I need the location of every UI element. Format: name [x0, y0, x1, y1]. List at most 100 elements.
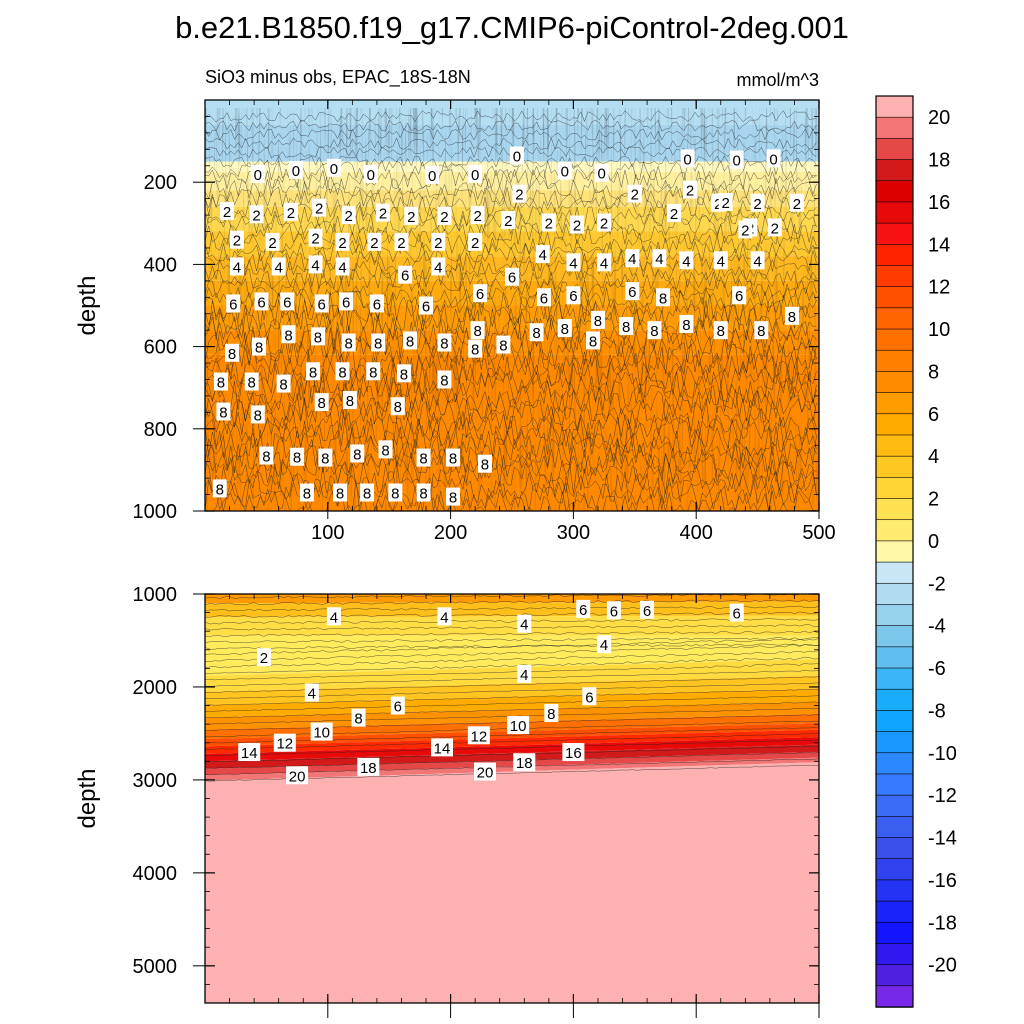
lower-contour-line [205, 599, 819, 606]
upper-contour-label: 0 [425, 165, 440, 185]
upper-contour-label: 0 [468, 164, 483, 184]
upper-contour-label-bg [496, 335, 511, 354]
colorbar-swatch [875, 964, 914, 987]
upper-contour-label: 4 [431, 257, 446, 276]
upper-contour-label: 8 [679, 314, 694, 334]
upper-ytick-label: 600 [144, 337, 177, 359]
upper-contour-label: 0 [326, 158, 341, 178]
lower-contour-line [205, 650, 819, 669]
upper-contour-label-text: 8 [353, 446, 361, 463]
upper-contour-line [205, 268, 817, 291]
lower-contour-label: 14 [431, 738, 454, 757]
colorbar-swatch [875, 477, 914, 500]
upper-contour-label: 8 [416, 483, 431, 503]
upper-contour-label-bg [437, 206, 452, 225]
upper-contour-label-bg [732, 286, 747, 305]
upper-contour-label-bg [398, 265, 413, 284]
upper-contour-label-bg [590, 310, 605, 329]
upper-contour-label-bg [250, 405, 265, 424]
upper-contour-label-bg [308, 228, 323, 247]
upper-contour-label-text: 2 [504, 213, 512, 230]
upper-contour-label-bg [683, 180, 698, 199]
lower-ytick-label: 5000 [133, 956, 178, 978]
lower-contour-line [205, 688, 819, 706]
upper-contour-line [205, 470, 817, 504]
upper-contour-label-text: 6 [373, 296, 381, 313]
upper-contour-label-text: 2 [573, 218, 581, 235]
upper-contour-label-text: 8 [374, 335, 382, 352]
upper-contour-label: 8 [281, 325, 296, 344]
colorbar-swatch [875, 265, 914, 288]
upper-contour-label-bg [431, 232, 446, 251]
upper-contour-label: 8 [259, 446, 274, 466]
lower-contour-label-bg [431, 738, 454, 757]
upper-contour-label-bg [220, 201, 235, 220]
upper-contour-label-bg [718, 192, 733, 211]
upper-contour-label-text: 8 [217, 375, 225, 392]
upper-contour-label: 2 [627, 184, 642, 204]
upper-contour-label: 2 [470, 206, 485, 225]
upper-contour-label-bg [468, 232, 483, 251]
lower-contour-line [205, 733, 819, 750]
upper-contour-line [205, 286, 817, 309]
upper-contour-line [205, 298, 817, 332]
upper-contour-label-bg [505, 267, 519, 286]
lower-band-2 [205, 615, 819, 636]
upper-contour-label-text: 0 [367, 167, 375, 184]
lower-contour-label: 4 [437, 607, 452, 626]
upper-contour-line [205, 443, 817, 477]
lower-ylabel: depth [74, 768, 101, 828]
lower-contour-label-bg [390, 696, 405, 715]
upper-contour-label-bg [229, 257, 244, 276]
upper-contour-label: 8 [213, 372, 228, 392]
upper-contour-label: 8 [416, 448, 431, 468]
upper-contour-label-text: 2 [686, 183, 694, 200]
upper-contour-label-bg [619, 317, 634, 336]
colorbar-swatch [875, 244, 914, 267]
upper-contour-label: 6 [254, 292, 269, 311]
upper-contour-label-bg [586, 331, 601, 350]
upper-contour-label-bg [541, 213, 556, 232]
colorbar-swatch [875, 816, 914, 839]
upper-contour-label: 4 [535, 245, 550, 264]
upper-contour-label-bg [477, 454, 492, 473]
upper-contour-label: 0 [766, 149, 781, 168]
lower-contour-line [205, 636, 819, 644]
colorbar-swatch [875, 879, 914, 902]
lower-contour-label: 10 [507, 716, 530, 735]
colorbar-swatch [875, 710, 914, 733]
upper-contour-label-text: 8 [419, 486, 427, 503]
colorbar-swatch [875, 180, 914, 203]
upper-contour-label-bg [536, 288, 551, 307]
upper-contour-label-text: 8 [449, 451, 457, 468]
lower-contour-label-bg [517, 664, 532, 683]
upper-contour-label-bg [216, 402, 231, 421]
upper-contour-label: 2 [229, 230, 244, 250]
upper-contour-label-text: 8 [336, 486, 344, 503]
upper-contour-label-bg [388, 483, 403, 502]
upper-contour-label: 6 [280, 292, 295, 311]
upper-contour-label-bg [647, 321, 662, 340]
upper-contour-label-bg [394, 232, 409, 251]
upper-contour-label-bg [594, 163, 609, 182]
upper-contour-label-bg [371, 333, 386, 352]
colorbar-swatch [875, 519, 914, 542]
lower-contour-label-bg [357, 757, 380, 776]
lower-contour-line [205, 611, 819, 619]
upper-contour-label-bg [396, 364, 411, 383]
upper-contour-label-text: 6 [628, 284, 636, 301]
upper-contour-label-text: 2 [631, 187, 639, 204]
lower-contour-line [205, 745, 819, 763]
lower-contour-label: 4 [517, 614, 532, 634]
lower-contour-label-bg [473, 762, 496, 781]
colorbar-swatch [875, 625, 914, 648]
colorbar-swatch [875, 498, 914, 521]
upper-contour-label-text: 2 [233, 233, 241, 250]
upper-contour-label-text: 8 [481, 457, 489, 474]
colorbar-label: 4 [928, 446, 939, 468]
upper-contour-label: 2 [249, 205, 264, 224]
upper-ytick-label: 200 [144, 172, 177, 194]
lower-contour-label: 20 [473, 762, 496, 782]
upper-contour-label-text: 2 [223, 204, 231, 221]
